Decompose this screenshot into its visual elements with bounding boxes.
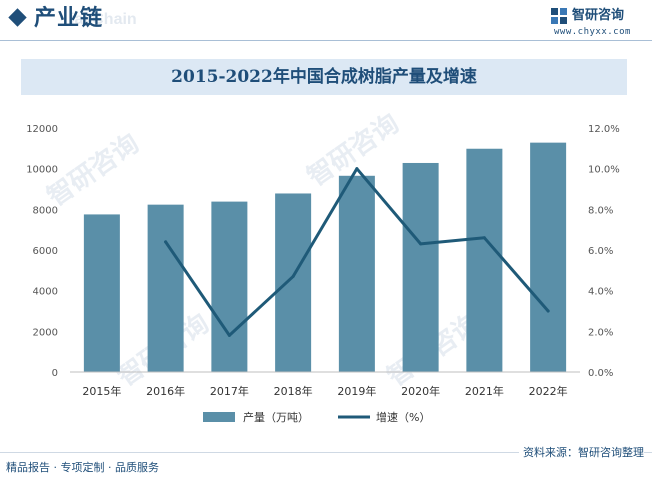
bar-series — [83, 142, 567, 372]
x-tick-label: 2018年 — [274, 384, 313, 398]
x-tick-label: 2021年 — [465, 384, 504, 398]
legend-bar-label: 产量（万吨） — [243, 410, 309, 424]
chart: 0 2000 4000 6000 8000 10000 12000 0.0% 2.0% 4.0%… — [26, 124, 620, 424]
services-tagline: 精品报告 · 专项定制 · 品质服务 — [6, 461, 159, 474]
line-point — [164, 240, 168, 244]
chart-title: 2015-2022年中国合成树脂产量及增速 — [171, 67, 477, 87]
y-axis-left: 0 2000 4000 6000 8000 10000 12000 — [26, 124, 58, 379]
chart-title-banner: 2015-2022年中国合成树脂产量及增速 — [21, 59, 627, 95]
x-tick-label: 2022年 — [529, 384, 568, 398]
line-point — [355, 167, 359, 171]
y-right-tick-label: 12.0% — [588, 124, 620, 135]
y-right-tick-label: 8.0% — [588, 205, 613, 216]
y-axis-right: 0.0% 2.0% 4.0% 6.0% 8.0% 10.0% 12.0% — [588, 124, 620, 379]
y-left-tick-label: 12000 — [26, 124, 58, 135]
header-divider — [0, 40, 652, 41]
legend-line-label: 增速（%） — [376, 410, 430, 424]
brand-logo-icon — [551, 8, 567, 24]
ghost-title: ial Chain — [70, 11, 137, 28]
y-right-tick-label: 4.0% — [588, 287, 613, 298]
y-left-tick-label: 8000 — [33, 205, 58, 216]
legend-bar-swatch — [203, 412, 235, 422]
source-note: 资料来源：智研咨询整理 — [519, 444, 644, 460]
x-tick-label: 2019年 — [337, 384, 376, 398]
legend: 产量（万吨） 增速（%） — [203, 410, 430, 424]
bar — [466, 148, 503, 372]
line-series — [164, 167, 550, 337]
bar — [530, 142, 567, 372]
section-title: 产业链 — [34, 6, 104, 31]
y-right-tick-label: 0.0% — [588, 368, 613, 379]
bar — [211, 201, 248, 372]
brand-logo-block: 智研咨询 www.chyxx.com — [550, 6, 642, 40]
header: ial Chain 产业链 智研咨询 www.chyxx.com — [0, 0, 652, 44]
x-tick-label: 2015年 — [82, 384, 121, 398]
footer-divider — [0, 452, 652, 453]
line-point — [482, 236, 486, 240]
x-tick-label: 2016年 — [146, 384, 185, 398]
line-point — [546, 309, 550, 313]
brand-url: www.chyxx.com — [554, 27, 631, 37]
line-point — [419, 242, 423, 246]
y-right-tick-label: 6.0% — [588, 246, 613, 257]
line-point — [227, 333, 231, 337]
brand-name: 智研咨询 — [572, 8, 625, 23]
y-left-tick-label: 4000 — [33, 287, 58, 298]
bar — [338, 175, 375, 372]
bar — [275, 193, 312, 372]
x-tick-label: 2020年 — [401, 384, 440, 398]
y-left-tick-label: 10000 — [26, 165, 58, 176]
bar — [83, 214, 120, 372]
bar — [147, 204, 184, 372]
line-point — [291, 274, 295, 278]
y-right-tick-label: 10.0% — [588, 165, 620, 176]
x-tick-label: 2017年 — [210, 384, 249, 398]
y-right-tick-label: 2.0% — [588, 327, 613, 338]
y-left-tick-label: 0 — [52, 368, 58, 379]
y-left-tick-label: 2000 — [33, 327, 58, 338]
y-left-tick-label: 6000 — [33, 246, 58, 257]
x-axis: 2015年 2016年 2017年 2018年 2019年 2020年 2021年 2022年 — [82, 384, 567, 398]
bar — [402, 162, 439, 372]
